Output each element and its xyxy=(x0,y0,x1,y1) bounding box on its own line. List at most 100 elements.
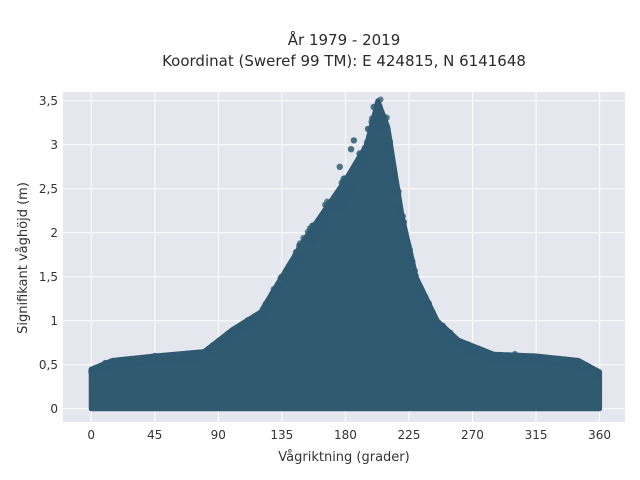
scatter-point xyxy=(501,357,508,364)
x-tick-label: 90 xyxy=(211,428,226,442)
scatter-point xyxy=(388,155,395,162)
scatter-point xyxy=(228,329,235,336)
scatter-point xyxy=(102,359,109,367)
scatter-point xyxy=(88,369,95,376)
scatter-point xyxy=(418,287,425,294)
scatter-point xyxy=(408,255,415,262)
scatter-point xyxy=(288,264,295,271)
scatter-point xyxy=(306,225,314,232)
scatter-point xyxy=(298,255,305,262)
scatter-point xyxy=(315,228,322,235)
scatter-point xyxy=(340,194,347,201)
y-tick-label: 2,5 xyxy=(39,182,58,196)
scatter-point xyxy=(425,303,432,310)
scatter-point xyxy=(582,361,589,368)
scatter-point xyxy=(252,318,259,325)
scatter-point xyxy=(315,217,322,224)
scatter-point xyxy=(480,351,487,357)
scatter-point xyxy=(151,352,158,360)
scatter-point xyxy=(268,291,275,297)
scatter-point xyxy=(541,358,548,365)
scatter-point xyxy=(523,358,530,365)
x-tick-label: 180 xyxy=(334,428,357,442)
scatter-point xyxy=(592,371,599,377)
x-tick-label: 225 xyxy=(398,428,421,442)
scatter-point xyxy=(265,303,272,310)
scatter-point xyxy=(172,357,180,364)
scatter-point xyxy=(336,163,343,170)
scatter-point xyxy=(360,156,367,163)
x-tick-label: 270 xyxy=(461,428,484,442)
scatter-point xyxy=(404,241,411,248)
scatter-point xyxy=(403,235,410,242)
scatter-point xyxy=(93,369,100,376)
scatter-point xyxy=(394,203,401,210)
y-tick-label: 3,5 xyxy=(39,94,58,108)
scatter-point xyxy=(386,146,393,153)
scatter-point xyxy=(447,336,454,343)
scatter-point xyxy=(131,361,138,368)
y-tick-label: 1,5 xyxy=(39,270,58,284)
scatter-point xyxy=(529,356,536,363)
scatter-point xyxy=(337,204,344,211)
scatter-point xyxy=(369,122,376,129)
scatter-point xyxy=(236,325,243,332)
scatter-point xyxy=(376,121,383,128)
scatter-point xyxy=(161,352,168,359)
scatter-point xyxy=(426,311,433,318)
scatter-point xyxy=(328,216,335,223)
scatter-point xyxy=(302,237,309,244)
scatter-point xyxy=(411,279,418,286)
y-tick-label: 0,5 xyxy=(39,358,58,372)
scatter-point xyxy=(587,368,594,375)
scatter-point xyxy=(208,344,215,351)
scatter-point xyxy=(534,359,541,366)
scatter-point xyxy=(388,169,395,176)
scatter-point xyxy=(282,268,289,274)
scatter-point xyxy=(400,213,406,220)
scatter-point xyxy=(465,344,472,351)
scatter-point xyxy=(194,350,201,357)
scatter-point xyxy=(492,353,499,360)
scatter-point xyxy=(401,219,408,225)
scatter-point xyxy=(278,278,285,285)
scatter-point xyxy=(328,202,335,209)
y-tick-label: 3 xyxy=(50,138,58,152)
y-axis-label: Signifikant våghöjd (m) xyxy=(16,182,31,334)
scatter-point xyxy=(349,169,356,176)
scatter-point xyxy=(476,351,483,357)
scatter-point xyxy=(472,345,479,352)
scatter-point xyxy=(381,123,388,130)
scatter-point xyxy=(369,115,376,122)
scatter-point xyxy=(418,293,425,299)
scatter-point xyxy=(179,356,186,363)
y-tick-label: 0 xyxy=(50,402,58,416)
scatter-point xyxy=(278,287,285,294)
scatter-point xyxy=(356,150,363,157)
scatter-point xyxy=(346,191,353,198)
scatter-point xyxy=(350,137,358,144)
scatter-point xyxy=(402,229,409,236)
scatter-point xyxy=(309,238,316,245)
scatter-point xyxy=(376,106,383,113)
scatter-point xyxy=(339,178,346,185)
scatter-point xyxy=(364,125,372,133)
scatter-point xyxy=(370,103,377,111)
scatter-point xyxy=(397,207,404,214)
scatter-point xyxy=(381,132,389,140)
chart-title-line1: År 1979 - 2019 xyxy=(288,30,401,49)
x-axis-label: Vågriktning (grader) xyxy=(278,450,409,465)
scatter-point xyxy=(434,327,441,334)
scatter-point xyxy=(301,247,308,254)
scatter-point xyxy=(340,199,347,206)
scatter-point xyxy=(322,201,328,208)
scatter-point xyxy=(123,357,130,364)
scatter-point xyxy=(374,100,382,107)
scatter-point xyxy=(554,357,561,364)
scatter-point xyxy=(321,224,328,230)
scatter-point xyxy=(499,352,505,359)
scatter-point xyxy=(378,114,385,121)
y-tick-label: 1 xyxy=(50,314,58,328)
scatter-point xyxy=(567,357,574,364)
scatter-point xyxy=(349,178,356,185)
